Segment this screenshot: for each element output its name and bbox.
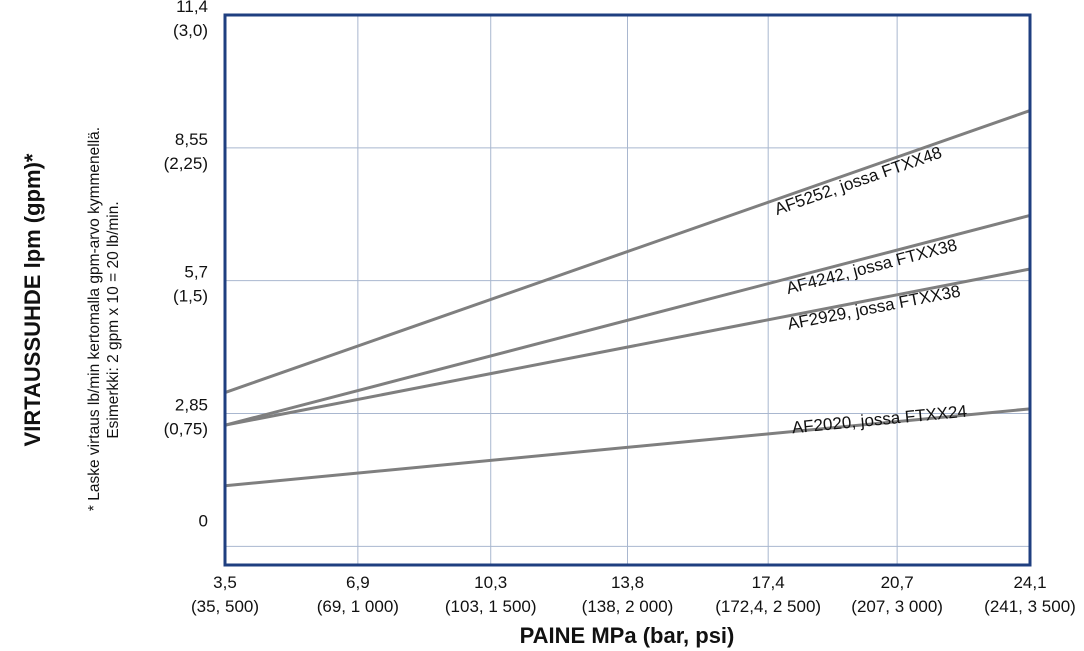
series-line	[224, 267, 1031, 427]
y-tick-sublabel: (1,5)	[173, 287, 208, 306]
grid-lines	[225, 15, 1030, 565]
y-tick-label: 8,55	[175, 130, 208, 149]
y-tick-label: 2,85	[175, 396, 208, 415]
series-label: AF2020, jossa FTXX24	[791, 402, 968, 438]
x-tick-label: 24,1	[1013, 573, 1046, 592]
x-tick-label: 10,3	[474, 573, 507, 592]
x-axis-title: PAINE MPa (bar, psi)	[520, 623, 735, 648]
x-tick-label: 3,5	[213, 573, 237, 592]
series-line	[224, 407, 1031, 488]
x-tick-label: 6,9	[346, 573, 370, 592]
footnote-line-1: * Laske virtaus lb/min kertomalla gpm-ar…	[86, 127, 103, 511]
y-tick-sublabel: (3,0)	[173, 21, 208, 40]
x-tick-sublabel: (207, 3 000)	[851, 597, 943, 616]
y-tick-label: 0	[199, 511, 208, 530]
x-tick-label: 17,4	[752, 573, 785, 592]
tick-labels: 3,5 (35, 500) 6,9 (69, 1 000) 10,3 (103, 1 50…	[164, 0, 1076, 616]
series-label: AF5252, jossa FTXX48	[772, 143, 944, 219]
footnote-line-2: Esimerkki: 2 gpm x 10 = 20 lb/min.	[105, 201, 122, 438]
y-tick-label: 5,7	[184, 263, 208, 282]
y-axis-title: VIRTAUSSUHDE lpm (gpm)*	[20, 153, 45, 446]
plot-frame	[223, 13, 1032, 567]
x-tick-label: 20,7	[881, 573, 914, 592]
series-line	[224, 213, 1031, 427]
x-tick-label: 13,8	[611, 573, 644, 592]
y-tick-label: 11,4	[176, 0, 208, 16]
x-tick-sublabel: (69, 1 000)	[317, 597, 399, 616]
series-lines	[224, 109, 1031, 488]
y-tick-sublabel: (2,25)	[164, 154, 208, 173]
x-tick-sublabel: (103, 1 500)	[445, 597, 537, 616]
x-tick-sublabel: (241, 3 500)	[984, 597, 1076, 616]
series-line	[224, 109, 1031, 394]
x-tick-sublabel: (138, 2 000)	[582, 597, 674, 616]
x-tick-sublabel: (172,4, 2 500)	[715, 597, 821, 616]
x-tick-sublabel: (35, 500)	[191, 597, 259, 616]
y-tick-sublabel: (0,75)	[164, 420, 208, 439]
